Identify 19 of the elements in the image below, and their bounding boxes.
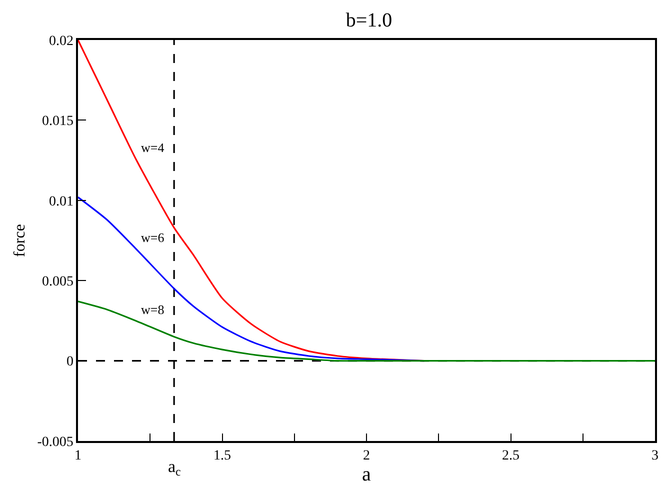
- y-tick-label: 0.01: [48, 194, 74, 210]
- x-tick-label: 2: [363, 448, 370, 464]
- x-tick-label: 1: [74, 448, 82, 464]
- x-tick-label: 3: [652, 448, 658, 464]
- ref-line-label: a$_{c}$: [168, 457, 181, 479]
- y-tick-label: 0: [66, 354, 74, 370]
- y-tick-label: 0.02: [48, 34, 74, 49]
- y-tick-label: 0.015: [42, 114, 74, 130]
- x-axis-title: a: [362, 464, 372, 486]
- series-label: w=4: [141, 140, 165, 155]
- chart-title: b=1.0: [346, 9, 392, 32]
- y-tick-label: 0.005: [42, 274, 74, 290]
- line-series: [78, 300, 655, 362]
- x-tick-label: 2.5: [502, 448, 520, 464]
- y-axis-title: force: [12, 224, 29, 257]
- x-tick-label: 1.5: [214, 448, 231, 464]
- y-tick-label: -0.005: [37, 434, 74, 450]
- series-label: w=6: [141, 230, 165, 245]
- series-label: w=8: [141, 302, 164, 317]
